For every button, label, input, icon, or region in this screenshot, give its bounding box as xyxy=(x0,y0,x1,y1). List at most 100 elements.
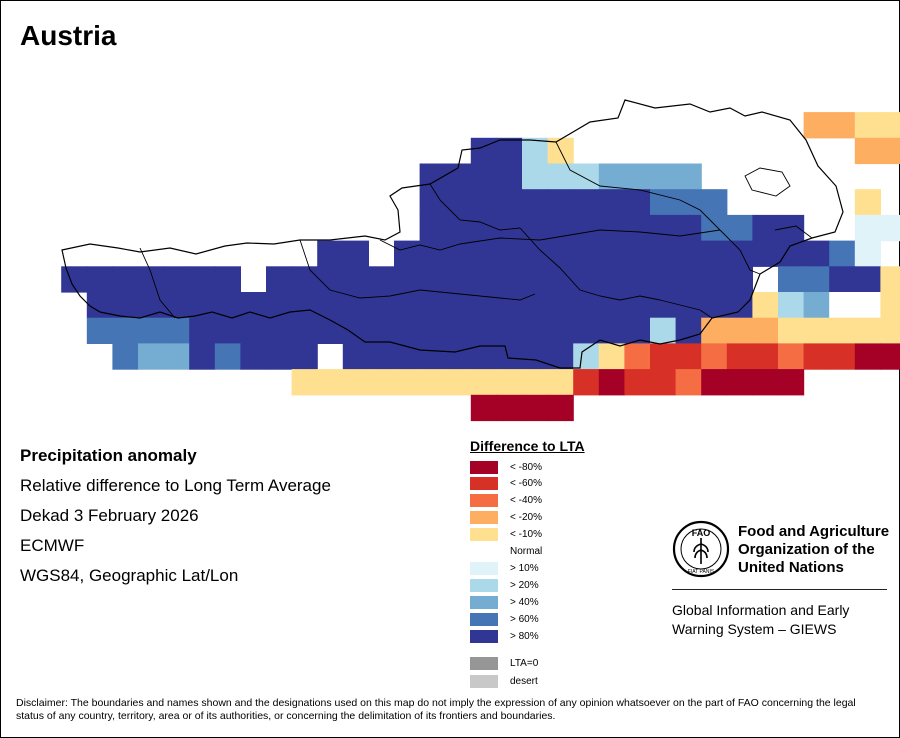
anomaly-cell xyxy=(573,189,600,216)
legend-swatch xyxy=(470,510,498,524)
anomaly-cell xyxy=(522,266,549,293)
legend-item: < -60% xyxy=(470,476,542,490)
anomaly-cell xyxy=(547,369,574,396)
anomaly-cell xyxy=(240,317,267,344)
info-product: Precipitation anomaly xyxy=(20,446,197,465)
anomaly-cell xyxy=(445,369,472,396)
anomaly-cell xyxy=(342,369,369,396)
anomaly-cell xyxy=(470,369,497,396)
anomaly-cell xyxy=(112,343,139,370)
anomaly-cell xyxy=(650,343,677,370)
legend-swatch xyxy=(470,527,498,541)
anomaly-cell xyxy=(803,292,830,319)
anomaly-cell xyxy=(496,163,523,190)
anomaly-cell xyxy=(317,292,344,319)
anomaly-cell xyxy=(445,317,472,344)
anomaly-cell xyxy=(112,292,139,319)
giews-name: Global Information and Early Warning Sys… xyxy=(672,601,892,639)
anomaly-cell xyxy=(726,240,753,267)
info-period: Dekad 3 February 2026 xyxy=(20,506,199,525)
anomaly-cell xyxy=(752,214,779,242)
anomaly-cell xyxy=(138,343,165,370)
legend-swatch xyxy=(470,460,498,474)
anomaly-cell xyxy=(496,317,523,344)
fao-name: Food and Agriculture Organization of the… xyxy=(738,523,889,577)
legend-swatch xyxy=(470,561,498,575)
anomaly-cell xyxy=(547,240,574,267)
anomaly-cell xyxy=(342,317,369,344)
anomaly-cell xyxy=(650,317,677,344)
anomaly-cell xyxy=(445,240,472,267)
anomaly-cell xyxy=(138,292,165,319)
legend-label: < -20% xyxy=(510,511,542,523)
anomaly-cell xyxy=(445,292,472,319)
legend-label: < -10% xyxy=(510,528,542,540)
anomaly-cell xyxy=(470,394,497,422)
anomaly-cell xyxy=(163,343,190,370)
anomaly-grid xyxy=(61,112,900,422)
anomaly-cell xyxy=(547,163,574,190)
anomaly-cell xyxy=(854,343,881,370)
anomaly-cell xyxy=(163,317,190,344)
anomaly-cell xyxy=(803,112,830,139)
anomaly-cell xyxy=(752,369,779,396)
anomaly-cell xyxy=(803,240,830,267)
anomaly-cell xyxy=(650,240,677,267)
anomaly-cell xyxy=(573,240,600,267)
giews-line: Global Information and Early xyxy=(672,602,850,618)
legend-title: Difference to LTA xyxy=(470,438,585,454)
fao-name-line: Organization of the xyxy=(738,541,875,558)
anomaly-cell xyxy=(291,292,318,319)
anomaly-cell xyxy=(880,137,900,165)
fao-logo-letters: FAO xyxy=(692,528,711,538)
anomaly-cell xyxy=(470,317,497,344)
anomaly-cell xyxy=(112,317,139,344)
anomaly-cell xyxy=(752,240,779,267)
anomaly-cell xyxy=(854,189,881,216)
anomaly-cell xyxy=(419,240,446,267)
anomaly-cell xyxy=(778,266,805,293)
anomaly-cell xyxy=(778,214,805,242)
anomaly-cell xyxy=(573,214,600,242)
anomaly-cell xyxy=(752,292,779,319)
anomaly-cell xyxy=(573,292,600,319)
disclaimer: Disclaimer: The boundaries and names sho… xyxy=(16,697,856,722)
anomaly-cell xyxy=(368,317,395,344)
anomaly-cell xyxy=(803,343,830,370)
anomaly-cell xyxy=(342,343,369,370)
anomaly-cell xyxy=(624,317,651,344)
anomaly-cell xyxy=(803,266,830,293)
legend-label: < -40% xyxy=(510,494,542,506)
legend-item: < -40% xyxy=(470,493,542,507)
anomaly-cell xyxy=(291,369,318,396)
anomaly-cell xyxy=(86,317,113,344)
info-source: ECMWF xyxy=(20,536,85,555)
legend-label: > 60% xyxy=(510,613,539,625)
anomaly-cell xyxy=(880,343,900,370)
anomaly-cell xyxy=(266,266,293,293)
anomaly-cell xyxy=(803,317,830,344)
anomaly-cell xyxy=(854,214,881,242)
anomaly-cell xyxy=(394,343,421,370)
austria-border xyxy=(61,99,844,369)
anomaly-cell xyxy=(163,292,190,319)
info-description: Relative difference to Long Term Average xyxy=(20,476,331,495)
anomaly-cell xyxy=(317,317,344,344)
anomaly-cell xyxy=(829,112,856,139)
legend-item: LTA=0 xyxy=(470,656,538,670)
anomaly-cell xyxy=(368,369,395,396)
anomaly-cell xyxy=(598,317,625,344)
anomaly-cell xyxy=(624,292,651,319)
anomaly-cell xyxy=(778,317,805,344)
anomaly-cell xyxy=(701,369,728,396)
anomaly-cell xyxy=(573,343,600,370)
anomaly-cell xyxy=(496,343,523,370)
anomaly-cell xyxy=(573,369,600,396)
anomaly-cell xyxy=(138,266,165,293)
legend-swatch xyxy=(470,544,498,558)
legend-item: > 40% xyxy=(470,595,539,609)
anomaly-cell xyxy=(778,343,805,370)
anomaly-cell xyxy=(266,317,293,344)
legend-item: > 20% xyxy=(470,578,539,592)
anomaly-cell xyxy=(701,240,728,267)
